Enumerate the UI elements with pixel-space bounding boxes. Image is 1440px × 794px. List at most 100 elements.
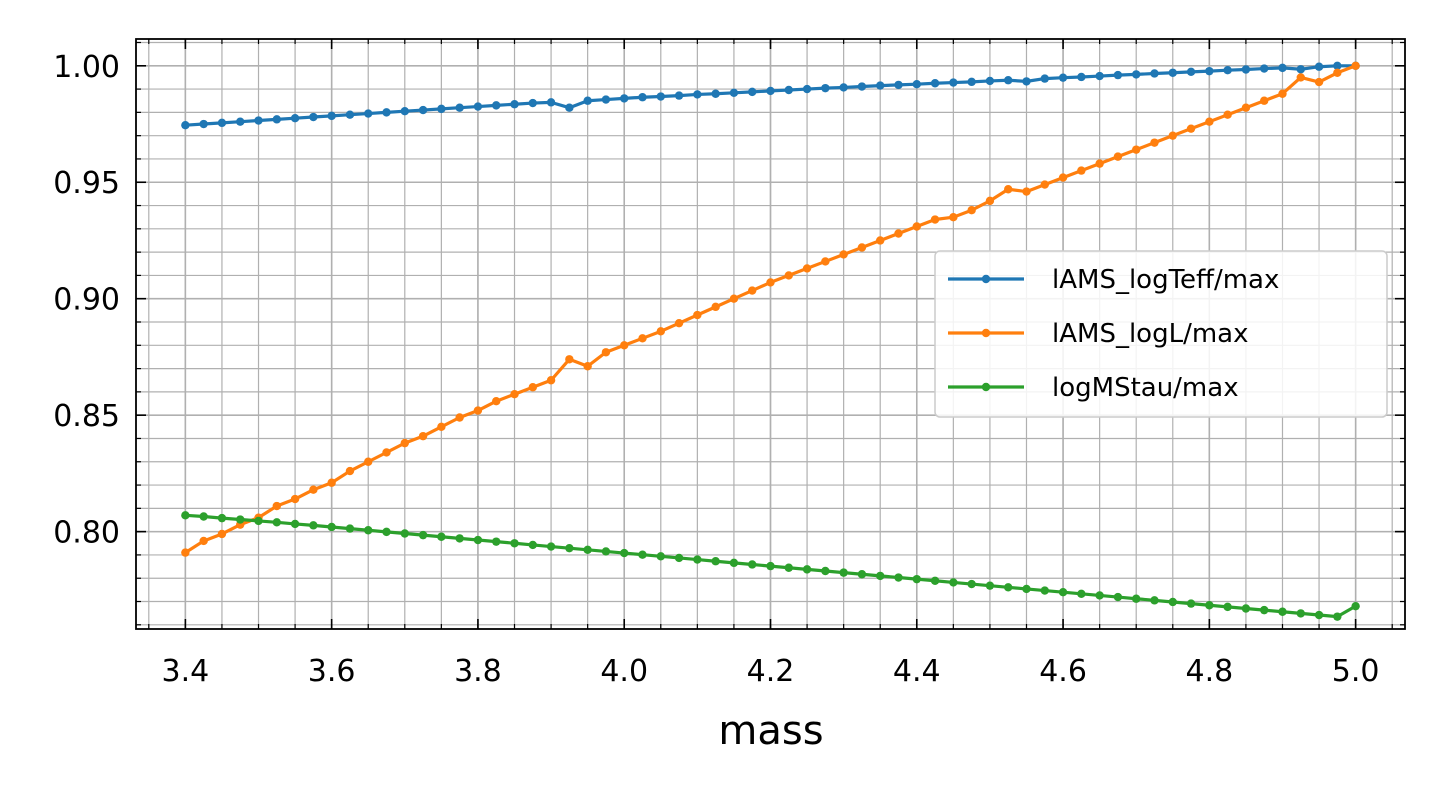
data-point [802,84,812,94]
data-point [290,494,300,504]
data-point [254,516,263,526]
data-point [729,88,739,98]
data-point [729,558,739,568]
data-point [327,522,336,532]
data-point [967,77,976,87]
data-point [327,478,336,487]
data-point [217,513,227,523]
data-point [327,111,336,121]
data-point [638,334,647,343]
data-point [1113,592,1123,602]
data-point [1296,65,1305,74]
data-point [1260,605,1269,615]
data-point [930,576,940,585]
data-point [181,511,190,520]
data-point [1333,612,1342,621]
x-tick-label: 4.0 [600,654,648,689]
data-point [1205,601,1214,610]
data-point [510,390,519,399]
data-point [1241,103,1251,112]
legend-swatch-marker [981,328,991,338]
data-point [748,560,757,569]
data-point [546,542,556,551]
data-point [1040,180,1049,189]
legend-entry-label: lAMS_logL/max [1052,319,1248,349]
data-point [748,87,757,97]
x-tick-label: 3.4 [162,654,210,689]
data-point [1040,586,1049,595]
data-point [1132,594,1141,603]
data-point [601,547,611,556]
data-point [1095,71,1104,81]
data-point [912,79,921,89]
x-tick-label: 4.8 [1185,654,1233,689]
data-point [1223,66,1232,75]
data-point [1241,604,1251,613]
data-point [492,397,501,406]
data-point [1241,65,1251,74]
data-point [272,501,281,511]
legend-entry-label: lAMS_logTeff/max [1052,265,1279,295]
data-point [199,536,208,546]
data-point [601,348,611,357]
data-point [528,540,537,550]
data-point [565,355,574,364]
data-point [217,118,227,128]
data-point [345,110,355,119]
legend: lAMS_logTeff/max lAMS_logL/max logMStau/ma… [934,250,1388,418]
data-point [894,229,903,238]
data-point [1113,152,1123,161]
data-point [674,318,684,328]
data-point [949,212,958,222]
data-point [693,310,702,320]
data-point [400,438,409,448]
data-point [1004,185,1013,194]
data-point [1004,76,1013,85]
x-tick-label: 4.6 [1039,654,1087,689]
legend-swatch-marker [981,274,991,284]
data-point [382,448,391,457]
data-point [839,250,848,259]
data-point [455,534,464,543]
series-layer [181,61,1360,621]
data-point [492,101,501,110]
data-point [620,94,629,103]
y-tick-label: 0.95 [53,166,120,201]
data-point [930,79,940,88]
data-point [985,581,995,590]
data-point [876,81,885,90]
data-point [1333,61,1342,70]
data-point [236,515,245,524]
data-point [1022,187,1031,196]
data-point [1186,124,1196,133]
data-point [1058,73,1068,82]
data-point [784,85,793,95]
data-point [766,86,775,96]
data-point [1351,601,1360,611]
data-point [565,543,574,553]
y-tick-label: 1.00 [53,50,120,85]
data-point [1296,73,1305,82]
data-point [912,222,921,231]
data-point [1296,609,1305,618]
y-tick-labels: 0.80 0.85 0.90 0.95 1.00 [53,50,120,551]
data-point [473,406,483,415]
x-tick-label: 3.6 [308,654,356,689]
data-point [309,521,318,530]
data-point [894,573,903,582]
data-point [382,108,391,117]
data-point [473,535,483,545]
data-point [674,553,684,563]
data-point [766,278,775,287]
data-point [528,98,537,108]
data-point [364,526,373,535]
data-point [1314,62,1324,71]
data-point [857,570,867,579]
data-point [1095,591,1104,600]
y-tick-label: 0.90 [53,283,120,318]
data-point [546,98,556,107]
data-point [1058,588,1068,597]
data-point [857,82,867,91]
data-point [876,571,885,581]
data-point [638,93,647,102]
